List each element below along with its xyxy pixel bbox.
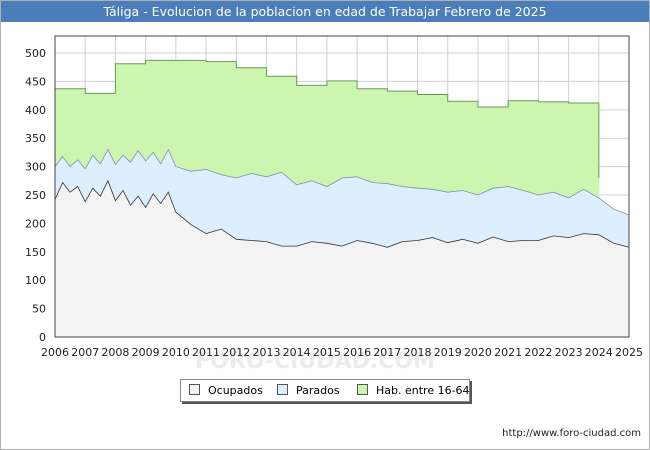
y-tick-label: 300 <box>25 161 46 174</box>
y-tick-label: 100 <box>25 274 46 287</box>
legend-item-ocupados: Ocupados <box>189 384 263 397</box>
x-tick-label: 2013 <box>252 346 280 359</box>
legend-label-parados: Parados <box>296 384 340 397</box>
x-tick-label: 2021 <box>494 346 522 359</box>
legend-swatch-ocupados <box>189 384 200 395</box>
x-tick-label: 2017 <box>373 346 401 359</box>
x-tick-label: 2023 <box>555 346 583 359</box>
plot-border <box>54 35 630 338</box>
x-tick-label: 2007 <box>71 346 99 359</box>
legend-label-hab: Hab. entre 16-64 <box>376 384 470 397</box>
legend-item-hab: Hab. entre 16-64 <box>357 384 470 397</box>
legend-swatch-hab <box>357 384 368 395</box>
y-tick-label: 350 <box>25 132 46 145</box>
y-tick-label: 250 <box>25 189 46 202</box>
hab-line <box>55 59 600 178</box>
x-tick-label: 2022 <box>524 346 552 359</box>
x-tick-label: 2020 <box>464 346 492 359</box>
watermark: FORO-CIUDAD.COM <box>195 349 435 374</box>
x-tick-label: 2025 <box>615 346 643 359</box>
legend: Ocupados Parados Hab. entre 16-64 <box>180 379 470 402</box>
x-tick-label: 2015 <box>313 346 341 359</box>
y-tick-label: 500 <box>25 47 46 60</box>
x-tick-label: 2018 <box>404 346 432 359</box>
y-tick-label: 150 <box>25 246 46 259</box>
y-tick-label: 0 <box>39 331 46 344</box>
x-tick-label: 2016 <box>343 346 371 359</box>
x-tick-label: 2014 <box>283 346 311 359</box>
parados-line <box>54 148 630 216</box>
x-tick-label: 2008 <box>101 346 129 359</box>
legend-item-parados: Parados <box>277 384 340 397</box>
legend-swatch-parados <box>277 384 288 395</box>
x-tick-label: 2019 <box>434 346 462 359</box>
credit-link[interactable]: http://www.foro-ciudad.com <box>502 428 641 439</box>
legend-label-ocupados: Ocupados <box>208 384 263 397</box>
y-tick-label: 200 <box>25 217 46 230</box>
x-tick-label: 2012 <box>222 346 250 359</box>
series-areas <box>54 59 630 338</box>
x-tick-label: 2011 <box>192 346 220 359</box>
x-tick-label: 2024 <box>585 346 613 359</box>
title-bar: Táliga - Evolucion de la poblacion en ed… <box>1 1 649 22</box>
x-tick-label: 2010 <box>162 346 190 359</box>
ocupados-area <box>55 180 629 337</box>
chart-title: Táliga - Evolucion de la poblacion en ed… <box>103 4 547 19</box>
ocupados-line <box>54 179 630 248</box>
y-tick-label: 50 <box>32 303 46 316</box>
y-tick-label: 400 <box>25 104 46 117</box>
y-tick-label: 450 <box>25 75 46 88</box>
x-tick-label: 2006 <box>41 346 69 359</box>
x-tick-label: 2009 <box>132 346 160 359</box>
